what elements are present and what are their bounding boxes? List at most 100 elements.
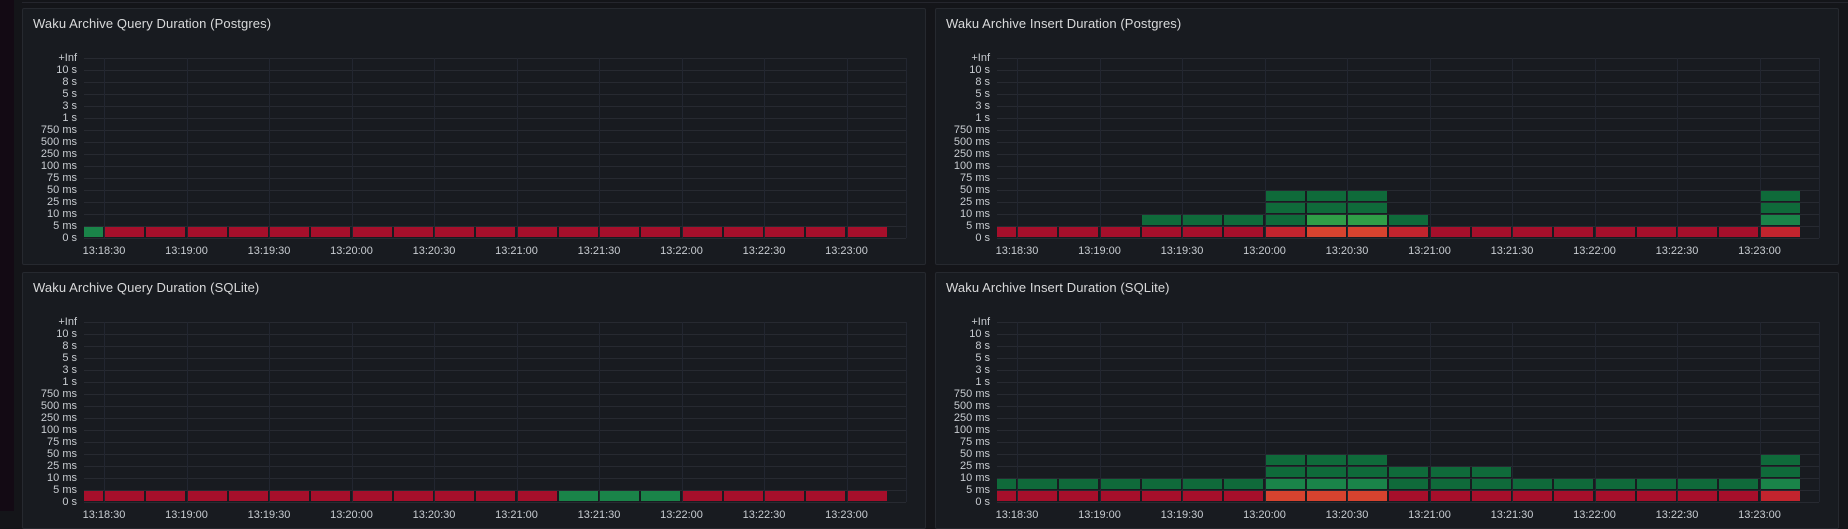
heatmap-cell[interactable] xyxy=(1348,491,1388,502)
heatmap-cell[interactable] xyxy=(641,227,681,238)
heatmap-cell[interactable] xyxy=(311,227,351,238)
heatmap-cell[interactable] xyxy=(600,491,640,502)
heatmap-cell[interactable] xyxy=(1306,227,1346,238)
heatmap-cell[interactable] xyxy=(1224,227,1264,238)
heatmap-cell[interactable] xyxy=(1554,491,1594,502)
heatmap-cell[interactable] xyxy=(1678,491,1718,502)
heatmap-cell[interactable] xyxy=(517,227,557,238)
heatmap-cell[interactable] xyxy=(682,491,722,502)
heatmap-cell[interactable] xyxy=(1183,479,1223,490)
heatmap-cell[interactable] xyxy=(435,491,475,502)
heatmap-cell[interactable] xyxy=(1265,491,1305,502)
heatmap-cell[interactable] xyxy=(1471,227,1511,238)
heatmap-cell[interactable] xyxy=(1100,479,1140,490)
heatmap-cell[interactable] xyxy=(1100,227,1140,238)
heatmap-cell[interactable] xyxy=(84,227,103,238)
heatmap-cell[interactable] xyxy=(1760,215,1800,226)
heatmap-cell[interactable] xyxy=(228,227,268,238)
heatmap-cell[interactable] xyxy=(146,491,186,502)
heatmap-cell[interactable] xyxy=(1141,215,1181,226)
heatmap-cell[interactable] xyxy=(187,227,227,238)
heatmap-cell[interactable] xyxy=(723,491,763,502)
heatmap-cell[interactable] xyxy=(1389,227,1429,238)
heatmap-cell[interactable] xyxy=(476,491,516,502)
heatmap-cell[interactable] xyxy=(105,491,145,502)
heatmap-cell[interactable] xyxy=(1224,215,1264,226)
heatmap-cell[interactable] xyxy=(1348,479,1388,490)
heatmap-cell[interactable] xyxy=(1389,479,1429,490)
heatmap-cell[interactable] xyxy=(1760,467,1800,478)
heatmap-cell[interactable] xyxy=(1306,215,1346,226)
heatmap-cell[interactable] xyxy=(765,491,805,502)
heatmap-cell[interactable] xyxy=(682,227,722,238)
heatmap-cell[interactable] xyxy=(352,227,392,238)
heatmap-cell[interactable] xyxy=(1018,479,1058,490)
heatmap-cell[interactable] xyxy=(1348,455,1388,466)
heatmap-cell[interactable] xyxy=(1306,455,1346,466)
heatmap-cell[interactable] xyxy=(393,491,433,502)
heatmap-cell[interactable] xyxy=(1265,215,1305,226)
heatmap-cell[interactable] xyxy=(1430,491,1470,502)
heatmap-cell[interactable] xyxy=(641,491,681,502)
heatmap-cell[interactable] xyxy=(1636,491,1676,502)
heatmap-cell[interactable] xyxy=(1760,479,1800,490)
heatmap-cell[interactable] xyxy=(1183,215,1223,226)
heatmap-cell[interactable] xyxy=(1595,491,1635,502)
heatmap-cell[interactable] xyxy=(1554,479,1594,490)
panel-title[interactable]: Waku Archive Insert Duration (SQLite) xyxy=(946,280,1170,295)
heatmap-cell[interactable] xyxy=(1513,227,1553,238)
heatmap-cell[interactable] xyxy=(1141,227,1181,238)
heatmap-cell[interactable] xyxy=(558,227,598,238)
heatmap-cell[interactable] xyxy=(1678,479,1718,490)
heatmap-cell[interactable] xyxy=(1430,479,1470,490)
heatmap-cell[interactable] xyxy=(146,227,186,238)
heatmap-cell[interactable] xyxy=(723,227,763,238)
heatmap-cell[interactable] xyxy=(558,491,598,502)
heatmap-cell[interactable] xyxy=(1059,227,1099,238)
heatmap-cell[interactable] xyxy=(1265,203,1305,214)
heatmap-cell[interactable] xyxy=(1059,491,1099,502)
heatmap-cell[interactable] xyxy=(765,227,805,238)
heatmap-cell[interactable] xyxy=(1059,479,1099,490)
heatmap-cell[interactable] xyxy=(1141,491,1181,502)
heatmap-cell[interactable] xyxy=(1471,479,1511,490)
heatmap-cell[interactable] xyxy=(1760,491,1800,502)
heatmap-cell[interactable] xyxy=(1554,227,1594,238)
heatmap-cell[interactable] xyxy=(1678,227,1718,238)
heatmap-cell[interactable] xyxy=(1265,227,1305,238)
heatmap-cell[interactable] xyxy=(1265,191,1305,202)
heatmap-cell[interactable] xyxy=(1471,467,1511,478)
heatmap-cell[interactable] xyxy=(1306,467,1346,478)
heatmap-cell[interactable] xyxy=(1389,215,1429,226)
heatmap-cell[interactable] xyxy=(1265,455,1305,466)
heatmap-cell[interactable] xyxy=(1389,467,1429,478)
heatmap-cell[interactable] xyxy=(806,227,846,238)
heatmap-cell[interactable] xyxy=(352,491,392,502)
heatmap-cell[interactable] xyxy=(435,227,475,238)
panel-title[interactable]: Waku Archive Query Duration (SQLite) xyxy=(33,280,260,295)
heatmap-cell[interactable] xyxy=(1389,491,1429,502)
heatmap-cell[interactable] xyxy=(105,227,145,238)
heatmap-cell[interactable] xyxy=(997,479,1016,490)
heatmap-cell[interactable] xyxy=(393,227,433,238)
heatmap-cell[interactable] xyxy=(1306,479,1346,490)
heatmap-cell[interactable] xyxy=(1348,227,1388,238)
heatmap-cell[interactable] xyxy=(1636,227,1676,238)
heatmap-cell[interactable] xyxy=(1018,491,1058,502)
heatmap-cell[interactable] xyxy=(997,227,1016,238)
heatmap-cell[interactable] xyxy=(1224,491,1264,502)
heatmap-cell[interactable] xyxy=(1265,479,1305,490)
heatmap-cell[interactable] xyxy=(1348,203,1388,214)
heatmap-cell[interactable] xyxy=(476,227,516,238)
heatmap-cell[interactable] xyxy=(1513,479,1553,490)
heatmap-cell[interactable] xyxy=(228,491,268,502)
heatmap-cell[interactable] xyxy=(1471,491,1511,502)
heatmap-cell[interactable] xyxy=(1595,479,1635,490)
heatmap-cell[interactable] xyxy=(1100,491,1140,502)
heatmap-cell[interactable] xyxy=(1595,227,1635,238)
heatmap-cell[interactable] xyxy=(1760,455,1800,466)
heatmap-cell[interactable] xyxy=(187,491,227,502)
